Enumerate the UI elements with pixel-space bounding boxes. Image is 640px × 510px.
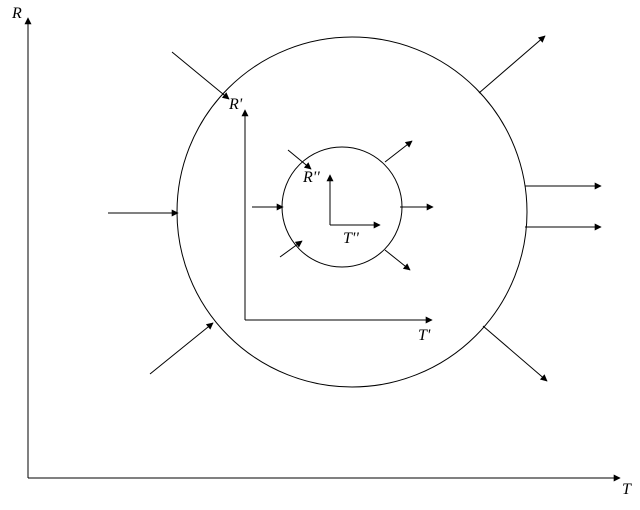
inner-y-label: R'' bbox=[302, 169, 320, 186]
diagram-canvas: T R T' R' T'' R'' bbox=[0, 0, 640, 510]
inner-arrow-out-2 bbox=[385, 250, 410, 270]
middle-x-label: T' bbox=[418, 327, 431, 344]
outer-x-label: T bbox=[622, 481, 632, 498]
inner-circle bbox=[282, 147, 402, 267]
outer-arrow-in-1 bbox=[150, 323, 213, 374]
outer-arrow-in-2 bbox=[172, 52, 229, 99]
inner-x-label: T'' bbox=[343, 230, 359, 247]
inner-arrow-in-2 bbox=[288, 150, 311, 169]
outer-y-label: R bbox=[11, 5, 22, 22]
outer-circle bbox=[177, 37, 527, 387]
inner-arrow-out-0 bbox=[385, 141, 412, 162]
outer-arrow-out-3 bbox=[483, 326, 547, 381]
outer-arrow-out-0 bbox=[479, 36, 545, 93]
middle-y-label: R' bbox=[228, 96, 243, 113]
